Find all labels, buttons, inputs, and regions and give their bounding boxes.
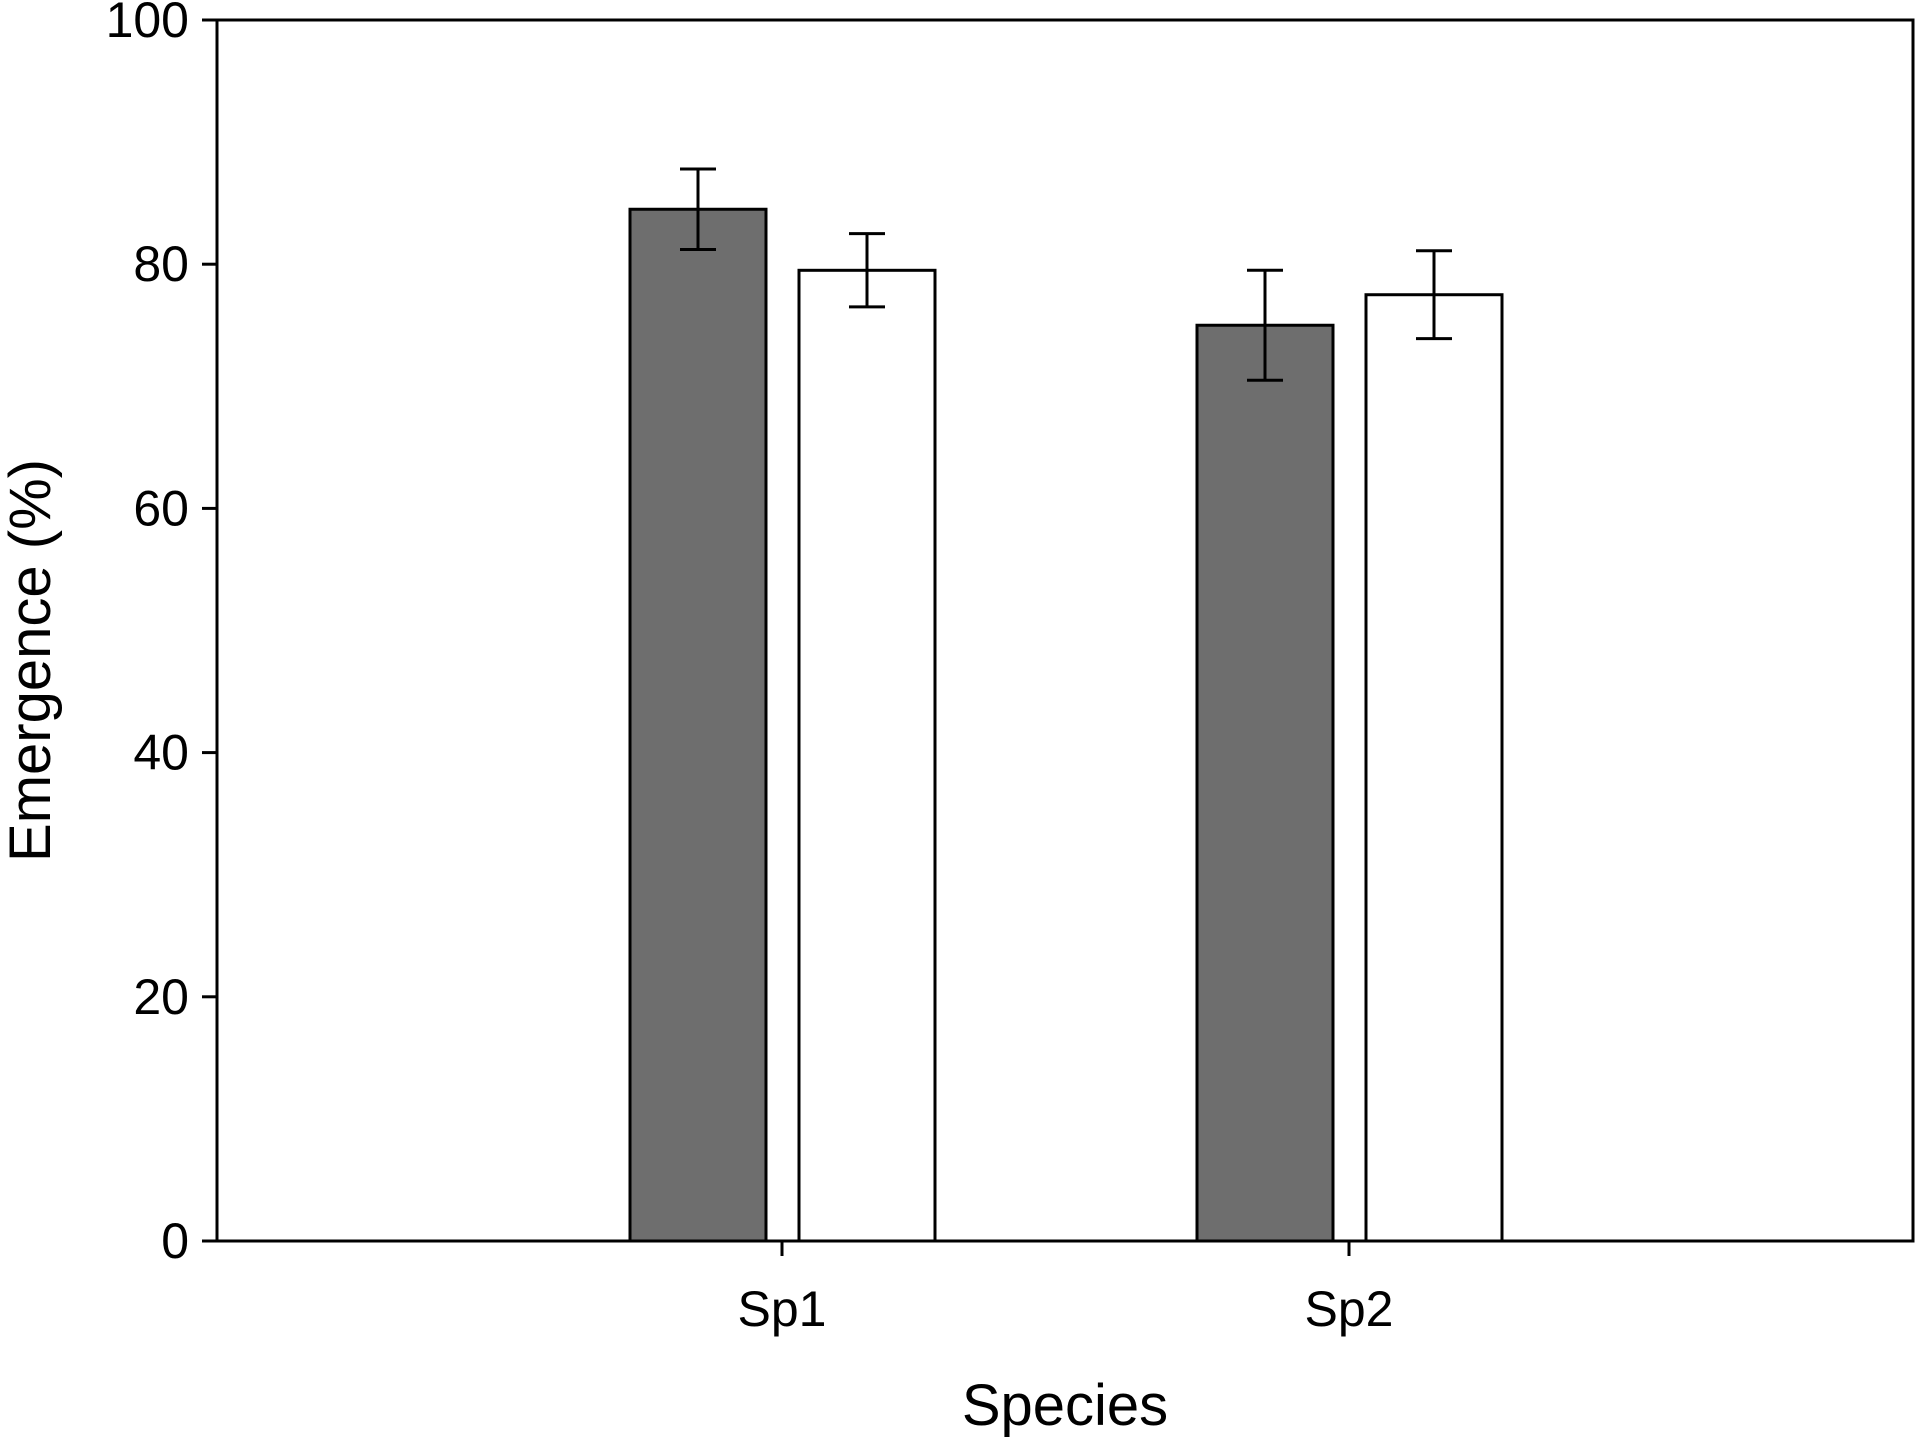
y-tick-label: 20 [133,969,189,1025]
plot-frame [215,18,1915,1243]
error-bars-layer [680,167,1452,382]
x-axis: Sp1 Sp2 [738,1241,1394,1337]
x-tick-label: Sp2 [1305,1281,1394,1337]
error-bar [680,167,716,252]
x-tick-label: Sp1 [738,1281,827,1337]
bar [628,207,768,1243]
error-bar [849,232,885,309]
bar [797,268,937,1243]
y-tick-label: 60 [133,480,189,536]
y-axis: 0 20 40 60 80 100 [106,0,217,1269]
bars-layer [628,207,1504,1243]
y-tick-label: 40 [133,725,189,781]
bar [1195,323,1335,1243]
y-tick-label: 100 [106,0,189,48]
error-bar [1247,268,1283,382]
error-bar [1416,249,1452,341]
y-axis-title: Emergence (%) [0,459,63,862]
y-tick-label: 80 [133,236,189,292]
bar [1364,293,1504,1243]
y-tick-label: 0 [161,1213,189,1269]
x-axis-title: Species [962,1373,1168,1438]
